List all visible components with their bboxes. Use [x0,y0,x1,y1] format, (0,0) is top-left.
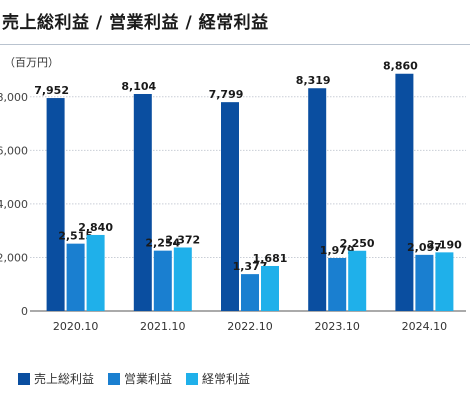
legend-label: 経常利益 [202,372,251,386]
legend-label: 営業利益 [124,372,173,386]
data-label: 1,681 [253,252,288,265]
bar [46,98,65,311]
bar [261,265,279,311]
bar [415,254,434,311]
data-label: 8,104 [121,80,156,93]
legend-swatch [18,372,30,385]
legend-label: 売上総利益 [34,372,95,386]
data-label: 2,097 [407,241,442,254]
x-tick-label: 2023.10 [314,320,360,333]
bar [133,93,152,311]
data-label: 8,319 [296,74,331,87]
x-tick-label: 2020.10 [53,320,99,333]
x-tick-label: 2021.10 [140,320,186,333]
legend-item: 経常利益 [186,370,250,387]
legend-item: 売上総利益 [18,370,94,387]
data-label: 1,377 [233,260,268,273]
legend-swatch [108,372,121,385]
bar [328,258,347,311]
bar [153,250,172,311]
bar [66,243,85,311]
data-label: 2,372 [165,233,200,246]
bar [241,274,259,311]
data-label: 2,190 [427,238,462,251]
data-label: 1,979 [320,244,355,257]
bar [221,102,239,311]
y-tick-label: 4,000 [0,198,28,211]
bar [308,88,327,312]
y-tick-label: 0 [21,305,28,318]
bar [173,247,192,311]
data-label: 2,254 [145,237,180,250]
bar [348,250,367,311]
data-label: 7,952 [34,84,69,97]
data-label: 7,799 [209,88,244,101]
y-unit-label: （百万円） [4,56,59,69]
y-tick-label: 6,000 [0,144,28,157]
legend-swatch [186,372,199,385]
data-label: 2,250 [340,237,375,250]
bar [86,234,105,311]
y-tick-label: 2,000 [0,251,28,264]
y-tick-label: 8,000 [0,91,28,104]
data-label: 2,840 [78,221,113,234]
legend-item: 営業利益 [108,370,172,387]
data-label: 2,515 [58,230,93,243]
chart-legend: 売上総利益 営業利益 経常利益 [18,370,250,387]
x-tick-label: 2022.10 [227,320,273,333]
bar [395,73,414,311]
bar-chart: （百万円） 0 2,000 4,000 6,000 8,000 7,952 2,5152,84… [0,56,466,333]
page-title: 売上総利益 / 営業利益 / 経常利益 [2,13,269,33]
bar [435,252,454,311]
data-label: 8,860 [383,60,418,73]
x-tick-label: 2024.10 [402,320,448,333]
title-divider [0,44,470,45]
